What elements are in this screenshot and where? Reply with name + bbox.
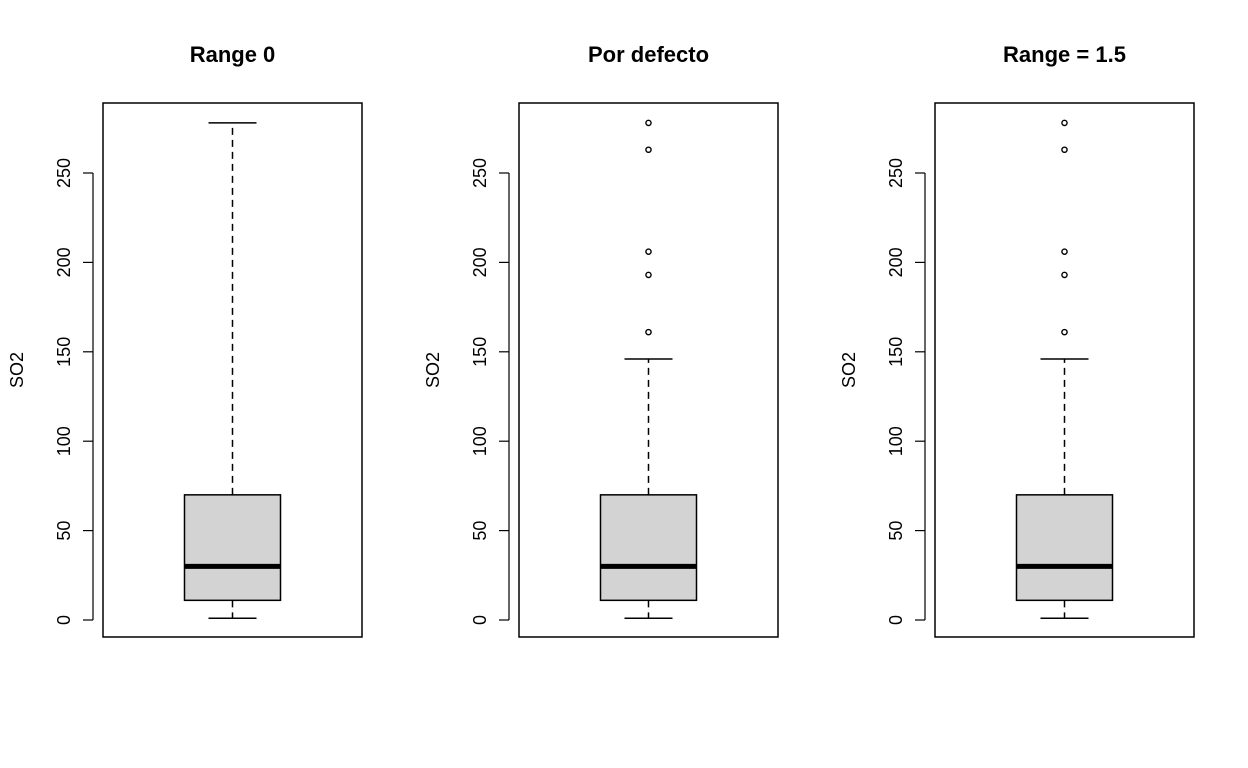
y-axis-label: SO2 bbox=[7, 352, 27, 388]
y-tick-label: 0 bbox=[470, 615, 490, 625]
outlier-point bbox=[1061, 328, 1068, 336]
y-tick-label: 50 bbox=[54, 521, 74, 541]
panel-2: Por defecto 0 50 100 150 200 250 SO2 bbox=[423, 42, 779, 638]
outlier-point bbox=[645, 328, 652, 336]
plot-frame bbox=[102, 102, 363, 638]
y-axis-label: SO2 bbox=[423, 352, 443, 388]
y-tick-label: 150 bbox=[886, 337, 906, 367]
outlier-point bbox=[1061, 271, 1068, 279]
outlier-point bbox=[1061, 146, 1068, 154]
y-tick-label: 0 bbox=[54, 615, 74, 625]
y-tick-label: 250 bbox=[886, 158, 906, 188]
y-tick-label: 250 bbox=[54, 158, 74, 188]
y-tick-label: 200 bbox=[886, 247, 906, 277]
panel-title: Por defecto bbox=[588, 42, 709, 67]
y-tick-label: 100 bbox=[886, 426, 906, 456]
y-axis-label: SO2 bbox=[839, 352, 859, 388]
y-tick-label: 100 bbox=[54, 426, 74, 456]
iqr-box bbox=[599, 494, 698, 602]
outlier-point bbox=[1061, 119, 1068, 127]
panel-title: Range = 1.5 bbox=[1003, 42, 1126, 67]
outlier-point bbox=[645, 271, 652, 279]
y-tick-label: 150 bbox=[470, 337, 490, 367]
iqr-box bbox=[183, 494, 282, 602]
y-tick-label: 200 bbox=[470, 247, 490, 277]
iqr-box bbox=[1015, 494, 1114, 602]
y-tick-label: 200 bbox=[54, 247, 74, 277]
y-tick-label: 100 bbox=[470, 426, 490, 456]
y-tick-label: 0 bbox=[886, 615, 906, 625]
plot-frame bbox=[934, 102, 1195, 638]
y-tick-label: 150 bbox=[54, 337, 74, 367]
outlier-point bbox=[645, 248, 652, 255]
outlier-point bbox=[645, 119, 652, 127]
plot-frame bbox=[518, 102, 779, 638]
y-tick-label: 50 bbox=[470, 521, 490, 541]
outlier-point bbox=[645, 146, 652, 154]
y-tick-label: 50 bbox=[886, 521, 906, 541]
outlier-point bbox=[1061, 248, 1068, 255]
y-tick-label: 250 bbox=[470, 158, 490, 188]
panel-title: Range 0 bbox=[190, 42, 276, 67]
panel-3: Range = 1.5 0 50 100 150 200 250 SO2 bbox=[839, 42, 1195, 638]
panel-1: Range 0 0 50 100 150 200 250 SO2 bbox=[7, 42, 363, 638]
